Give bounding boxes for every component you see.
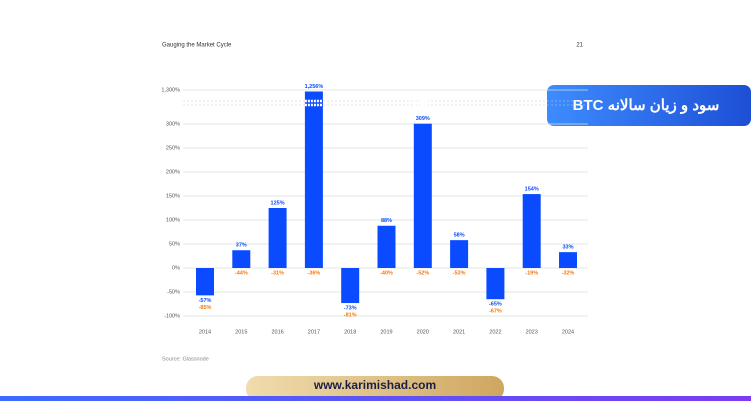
website: www.karimishad.com bbox=[313, 378, 436, 392]
y-tick-label: 100% bbox=[166, 217, 180, 223]
x-tick-label: 2021 bbox=[453, 329, 465, 335]
drawdown-label: -81% bbox=[344, 312, 357, 318]
y-tick-label: 50% bbox=[169, 241, 180, 247]
y-tick-label: -50% bbox=[167, 289, 180, 295]
drawdown-label: -31% bbox=[271, 270, 284, 276]
bar bbox=[486, 268, 505, 300]
value-label: 1,256% bbox=[305, 84, 324, 90]
y-tick-label: 200% bbox=[166, 169, 180, 175]
bar bbox=[559, 252, 577, 268]
source: Source: Glassnode bbox=[162, 356, 209, 362]
value-label: 58% bbox=[454, 233, 465, 239]
value-label: -65% bbox=[489, 302, 502, 308]
bar bbox=[304, 91, 323, 268]
drawdown-label: -85% bbox=[199, 305, 212, 311]
bar bbox=[268, 208, 287, 268]
bar bbox=[413, 123, 432, 268]
drawdown-label: -52% bbox=[416, 270, 429, 276]
website-banner bbox=[246, 376, 504, 401]
drawdown-label: -32% bbox=[562, 270, 575, 276]
bar bbox=[196, 268, 214, 296]
y-tick-label: 300% bbox=[166, 121, 180, 127]
x-tick-label: 2019 bbox=[380, 329, 392, 335]
value-label: 33% bbox=[562, 245, 573, 251]
x-tick-label: 2018 bbox=[344, 329, 356, 335]
value-label: -57% bbox=[199, 298, 212, 304]
x-tick-label: 2022 bbox=[489, 329, 501, 335]
y-tick-label: -100% bbox=[164, 313, 180, 319]
bar bbox=[522, 194, 541, 268]
bar bbox=[232, 250, 251, 268]
page-number: 21 bbox=[576, 43, 583, 49]
x-tick-label: 2024 bbox=[562, 329, 574, 335]
value-label: 154% bbox=[525, 187, 539, 193]
drawdown-label: -40% bbox=[380, 270, 393, 276]
drawdown-label: -19% bbox=[525, 270, 538, 276]
x-tick-label: 2014 bbox=[199, 329, 211, 335]
plot: -100% -50% 0% 50% 100% 150% 200% 250% 300% 1,300%… bbox=[161, 84, 588, 335]
page-title: Gauging the Market Cycle bbox=[162, 43, 232, 49]
value-label: 88% bbox=[381, 218, 392, 224]
y-tick-label: 250% bbox=[166, 145, 180, 151]
drawdown-label: -67% bbox=[489, 309, 502, 315]
y-tick-label: 150% bbox=[166, 193, 180, 199]
badge bbox=[547, 85, 751, 126]
bottom-strip bbox=[0, 396, 751, 401]
badge-text: سود و زیان سالانه BTC bbox=[573, 97, 720, 114]
bar bbox=[450, 240, 469, 268]
x-tick-label: 2023 bbox=[526, 329, 538, 335]
x-tick-label: 2015 bbox=[235, 329, 247, 335]
x-tick-label: 2016 bbox=[271, 329, 283, 335]
y-tick-label: 0% bbox=[172, 265, 180, 271]
drawdown-label: -36% bbox=[307, 270, 320, 276]
y-tick-label: 1,300% bbox=[161, 87, 180, 93]
x-tick-label: 2020 bbox=[417, 329, 429, 335]
value-label: 37% bbox=[236, 243, 247, 249]
drawdown-label: -53% bbox=[453, 270, 466, 276]
value-label: -73% bbox=[344, 305, 357, 311]
drawdown-label: -44% bbox=[235, 270, 248, 276]
bar bbox=[341, 268, 360, 304]
value-label: 125% bbox=[271, 200, 285, 206]
bar bbox=[377, 225, 396, 268]
x-tick-label: 2017 bbox=[308, 329, 320, 335]
value-label: 309% bbox=[416, 116, 430, 122]
